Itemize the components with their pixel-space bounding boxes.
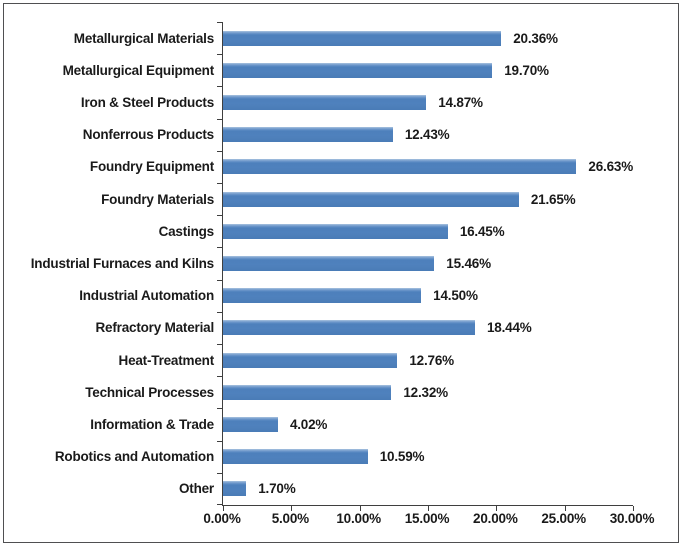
bar — [223, 417, 278, 433]
bar — [223, 127, 393, 143]
chart-row: 20.36% — [223, 22, 633, 54]
category-label: Heat-Treatment — [118, 352, 215, 368]
x-tick-label: 15.00% — [404, 511, 450, 526]
value-label: 1.70% — [258, 481, 296, 497]
value-axis-labels: 0.00% 5.00% 10.00% 15.00% 20.00% 25.00% 30.00% — [203, 511, 654, 531]
category-label: Metallurgical Materials — [73, 30, 214, 46]
value-label: 14.50% — [433, 288, 478, 304]
category-label: Other — [178, 481, 214, 497]
value-label: 19.70% — [504, 62, 549, 78]
value-label: 12.43% — [404, 127, 450, 143]
chart-row: 4.02% — [223, 408, 633, 440]
chart-row: 1.70% — [223, 473, 633, 505]
category-label: Foundry Equipment — [89, 159, 214, 175]
category-axis-tick — [217, 182, 222, 184]
bar — [223, 384, 392, 400]
value-label: 16.45% — [459, 223, 505, 239]
category-axis-tick — [217, 408, 222, 410]
chart-row: 26.63% — [223, 151, 633, 183]
category-axis-tick — [217, 279, 222, 281]
bar — [223, 449, 368, 465]
bar — [223, 352, 398, 368]
value-label: 21.65% — [530, 191, 576, 207]
chart-row: 19.70% — [223, 54, 633, 86]
category-axis-tick — [217, 22, 222, 23]
category-axis-tick — [217, 311, 222, 313]
x-tick-label: 30.00% — [609, 511, 655, 526]
chart-row: 18.44% — [223, 312, 633, 344]
bar — [223, 256, 435, 272]
category-label: Foundry Materials — [101, 191, 214, 207]
bar — [223, 320, 475, 336]
category-label: Industrial Automation — [79, 288, 214, 304]
value-label: 10.59% — [379, 449, 425, 465]
rows: 20.36% 19.70% 14.87% 12.43% 26.63% 21.65% 16.4… — [223, 22, 633, 505]
value-axis-tick — [564, 506, 566, 511]
value-axis-tick — [428, 506, 429, 511]
x-tick-label: 20.00% — [473, 511, 518, 526]
plot-area: 20.36% 19.70% 14.87% 12.43% 26.63% 21.65% 16.4… — [217, 22, 634, 511]
chart-row: 12.32% — [223, 376, 633, 408]
chart-row: 14.87% — [223, 86, 633, 118]
category-labels: Metallurgical Materials Metallurgical Equ… — [6, 22, 214, 505]
x-tick-label: 5.00% — [271, 511, 309, 526]
x-tick-label: 0.00% — [203, 511, 241, 526]
chart-row: 12.43% — [223, 119, 633, 151]
category-label: Technical Processes — [85, 384, 214, 400]
value-label: 4.02% — [289, 417, 328, 433]
category-label: Nonferrous Products — [82, 127, 214, 143]
category-axis-tick — [217, 54, 222, 56]
x-tick-label: 25.00% — [541, 511, 586, 526]
chart-row: 10.59% — [223, 441, 633, 473]
x-tick-label: 10.00% — [336, 511, 381, 526]
value-axis-tick — [291, 506, 293, 511]
value-axis-tick — [359, 506, 361, 511]
category-axis-tick — [217, 472, 222, 474]
category-axis-tick — [217, 118, 222, 120]
value-axis-tick — [633, 506, 634, 511]
category-axis-tick — [217, 150, 222, 152]
value-label: 12.76% — [409, 352, 454, 368]
chart-row: 15.46% — [223, 247, 633, 279]
category-label: Metallurgical Equipment — [62, 62, 215, 78]
category-label: Iron & Steel Products — [80, 95, 214, 110]
category-axis-tick — [217, 440, 222, 442]
bar — [223, 481, 247, 497]
chart-row: 12.76% — [223, 344, 633, 376]
category-label: Industrial Furnaces and Kilns — [30, 256, 214, 272]
value-label: 15.46% — [446, 256, 491, 272]
category-axis-tick — [217, 376, 222, 378]
bar — [223, 191, 519, 207]
category-axis-tick — [217, 247, 222, 249]
category-axis-tick — [217, 86, 222, 88]
value-label: 26.63% — [588, 159, 633, 175]
value-axis-tick — [496, 506, 498, 511]
bar — [223, 30, 502, 46]
chart-row: 16.45% — [223, 215, 633, 247]
bar — [223, 62, 493, 78]
category-label: Refractory Material — [95, 320, 215, 336]
category-axis-tick — [217, 504, 222, 505]
chart-row: 21.65% — [223, 183, 633, 215]
category-axis-tick — [217, 343, 222, 345]
value-label: 14.87% — [438, 95, 483, 110]
category-label: Robotics and Automation — [54, 449, 214, 465]
bar — [223, 159, 577, 175]
value-label: 18.44% — [487, 320, 532, 336]
category-label: Information & Trade — [90, 417, 214, 433]
bar — [223, 288, 422, 304]
value-axis-tick — [223, 506, 224, 511]
category-label: Castings — [158, 223, 215, 239]
chart-row: 14.50% — [223, 280, 633, 312]
value-label: 12.32% — [403, 384, 448, 400]
bar — [223, 223, 448, 239]
value-label: 20.36% — [513, 30, 558, 46]
bar — [223, 95, 427, 110]
category-axis-tick — [217, 215, 222, 217]
